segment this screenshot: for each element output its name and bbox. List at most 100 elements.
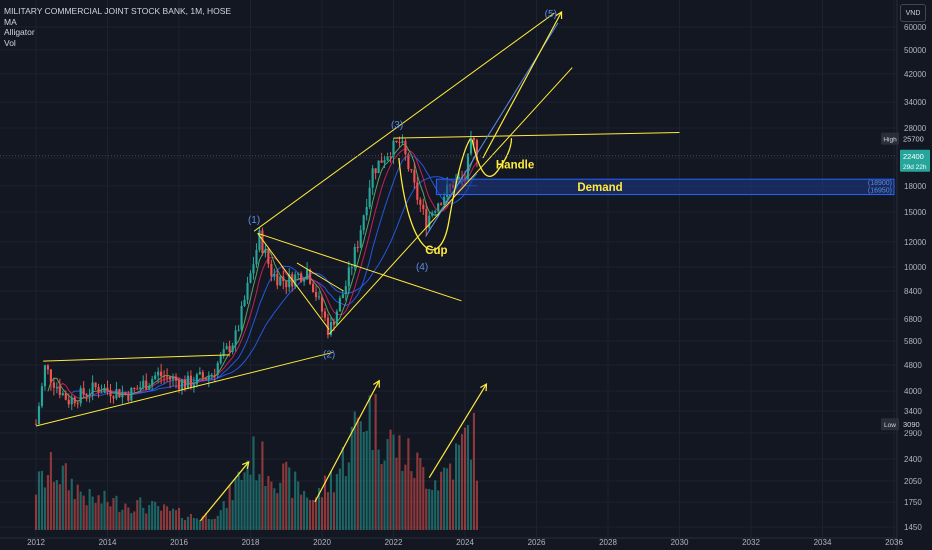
indicator-alligator[interactable]: Alligator bbox=[4, 27, 35, 37]
volume-bar bbox=[353, 411, 356, 530]
volume-bar bbox=[431, 489, 434, 530]
volume-bar bbox=[112, 498, 115, 530]
volume-bar bbox=[52, 481, 55, 530]
y-tick-label: 3400 bbox=[904, 407, 922, 416]
candle-body bbox=[350, 267, 353, 269]
volume-bar bbox=[365, 430, 368, 530]
x-tick-label: 2012 bbox=[27, 538, 45, 547]
volume-bar bbox=[356, 417, 359, 530]
indicator-vol[interactable]: Vol bbox=[4, 37, 16, 48]
high-value-bg bbox=[900, 132, 930, 145]
candle-body bbox=[386, 156, 389, 161]
candle-body bbox=[267, 249, 270, 264]
candle-body bbox=[303, 279, 306, 282]
volume-bar bbox=[276, 493, 279, 530]
volume-bar bbox=[434, 480, 437, 530]
x-tick-label: 2024 bbox=[456, 538, 474, 547]
y-tick-label: 1450 bbox=[904, 523, 922, 532]
candle-body bbox=[416, 182, 419, 200]
volume-bar bbox=[350, 426, 353, 530]
volume-bar bbox=[219, 510, 222, 530]
volume-bar bbox=[88, 489, 91, 530]
candle-body bbox=[404, 140, 407, 155]
candle-body bbox=[121, 392, 124, 398]
candle-body bbox=[234, 330, 237, 346]
candle-body bbox=[237, 329, 240, 331]
candle-body bbox=[166, 376, 169, 378]
volume-bar bbox=[216, 515, 219, 530]
candle-body bbox=[419, 199, 422, 205]
candle-body bbox=[91, 382, 94, 395]
volume-bar bbox=[174, 510, 178, 530]
candle-body bbox=[320, 296, 324, 312]
high-tag-label: High bbox=[883, 137, 897, 144]
candle-body bbox=[103, 387, 106, 393]
volume-bar bbox=[183, 520, 187, 530]
volume-bar bbox=[297, 481, 300, 530]
volume-bar bbox=[440, 471, 443, 530]
candle-body bbox=[136, 388, 139, 390]
volume-bar bbox=[320, 497, 324, 530]
volume-bar bbox=[201, 516, 204, 530]
candle-body bbox=[466, 153, 470, 181]
demand-bottom-label: (16950) bbox=[868, 188, 892, 195]
volume-bar bbox=[166, 506, 169, 530]
x-tick-label: 2026 bbox=[528, 538, 546, 547]
symbol-title[interactable]: MILITARY COMMERCIAL JOINT STOCK BANK, 1M… bbox=[4, 6, 232, 16]
volume-bar bbox=[177, 507, 181, 530]
candle-body bbox=[192, 384, 195, 388]
volume-bar bbox=[37, 471, 41, 530]
volume-bar bbox=[374, 394, 377, 530]
volume-bar bbox=[249, 474, 252, 530]
y-tick-label: 15000 bbox=[904, 208, 927, 217]
candle-body bbox=[183, 379, 187, 389]
y-tick-label: 28000 bbox=[904, 124, 927, 133]
volume-bar bbox=[463, 427, 467, 530]
candle-body bbox=[440, 203, 443, 205]
volume-bar bbox=[264, 485, 267, 530]
volume-bar bbox=[94, 502, 97, 530]
chart-legend: MILITARY COMMERCIAL JOINT STOCK BANK, 1M… bbox=[4, 6, 231, 48]
candle-body bbox=[76, 403, 79, 405]
volume-bar bbox=[291, 497, 294, 530]
arrow-line bbox=[428, 383, 487, 478]
candle-body bbox=[37, 406, 41, 424]
volume-bar bbox=[79, 491, 82, 530]
volume-bar bbox=[323, 475, 327, 530]
candle-body bbox=[97, 387, 100, 393]
annotation-label: Cup bbox=[425, 245, 447, 257]
low-tag-bg bbox=[881, 418, 899, 431]
last-price-value: 22400 bbox=[903, 152, 924, 161]
volume-bar bbox=[91, 496, 94, 530]
alligator-lips-line bbox=[47, 143, 478, 403]
volume-bar bbox=[437, 490, 440, 530]
volume-bar bbox=[446, 468, 449, 530]
volume-bar bbox=[210, 519, 213, 530]
candle-body bbox=[362, 215, 365, 231]
currency-button[interactable]: VND bbox=[900, 4, 926, 22]
volume-bar bbox=[285, 461, 288, 530]
volume-bar bbox=[198, 520, 201, 530]
candle-body bbox=[94, 382, 97, 388]
volume-bar bbox=[148, 505, 151, 530]
volume-bar bbox=[392, 434, 395, 530]
volume-bar bbox=[443, 467, 446, 530]
volume-bar bbox=[401, 470, 404, 530]
arrow-head bbox=[241, 460, 250, 469]
volume-bar bbox=[329, 471, 333, 530]
volume-bar bbox=[67, 490, 70, 530]
volume-bar bbox=[311, 499, 315, 530]
candle-body bbox=[195, 374, 198, 385]
high-value: 25700 bbox=[903, 135, 924, 144]
y-tick-label: 2050 bbox=[904, 477, 922, 486]
candle-body bbox=[344, 286, 347, 295]
candle-body bbox=[457, 176, 461, 180]
demand-top-label: (18900) bbox=[868, 180, 892, 187]
indicator-ma[interactable]: MA bbox=[4, 16, 17, 27]
candle-body bbox=[222, 349, 225, 356]
candle-body bbox=[353, 247, 356, 268]
candle-body bbox=[437, 203, 440, 212]
candle-body bbox=[231, 345, 234, 352]
volume-bar bbox=[386, 439, 389, 530]
